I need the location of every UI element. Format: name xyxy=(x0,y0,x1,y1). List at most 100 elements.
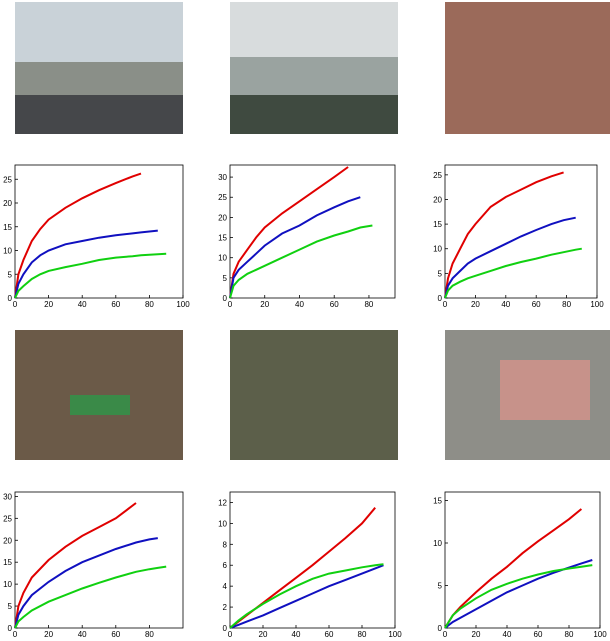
y-tick-label: 5 xyxy=(438,582,443,591)
photo-road xyxy=(15,95,183,134)
axes-frame xyxy=(229,164,396,299)
y-tick-label: 30 xyxy=(218,173,227,182)
y-tick-label: 10 xyxy=(433,245,442,254)
x-tick-label: 80 xyxy=(145,300,154,309)
series-line xyxy=(14,502,137,629)
series-line xyxy=(444,171,564,299)
series-line xyxy=(14,565,167,629)
y-tick-label: 5 xyxy=(223,274,228,283)
x-tick-label: 20 xyxy=(259,630,268,639)
x-tick-label: 0 xyxy=(443,630,448,639)
x-tick-label: 20 xyxy=(260,300,269,309)
x-tick-label: 20 xyxy=(471,300,480,309)
series-line xyxy=(444,564,593,629)
series-line xyxy=(14,537,158,629)
x-tick-label: 60 xyxy=(534,630,543,639)
y-tick-label: 15 xyxy=(3,223,12,232)
series-line xyxy=(14,252,167,299)
x-tick-label: 60 xyxy=(111,300,120,309)
y-tick-label: 25 xyxy=(3,175,12,184)
x-tick-label: 100 xyxy=(593,630,607,639)
y-tick-label: 0 xyxy=(8,624,13,633)
y-tick-label: 20 xyxy=(433,195,442,204)
series-line xyxy=(14,229,158,299)
series-line xyxy=(444,247,582,299)
series-line xyxy=(229,564,384,629)
x-tick-label: 0 xyxy=(228,630,233,639)
x-tick-label: 80 xyxy=(565,630,574,639)
series-line xyxy=(444,216,576,299)
x-tick-label: 80 xyxy=(364,300,373,309)
y-tick-label: 20 xyxy=(3,199,12,208)
y-tick-label: 2 xyxy=(223,603,228,612)
x-tick-label: 40 xyxy=(295,300,304,309)
series-line xyxy=(444,559,593,629)
y-tick-label: 0 xyxy=(223,624,228,633)
series-line xyxy=(229,196,361,299)
x-tick-label: 40 xyxy=(501,300,510,309)
y-tick-label: 20 xyxy=(218,213,227,222)
series-line xyxy=(229,563,384,629)
x-tick-label: 20 xyxy=(44,630,53,639)
x-tick-label: 0 xyxy=(13,300,18,309)
x-tick-label: 40 xyxy=(503,630,512,639)
x-tick-label: 60 xyxy=(325,630,334,639)
y-tick-label: 25 xyxy=(218,193,227,202)
y-tick-label: 5 xyxy=(438,269,443,278)
x-tick-label: 100 xyxy=(388,630,402,639)
y-tick-label: 15 xyxy=(433,220,442,229)
y-tick-label: 0 xyxy=(223,294,228,303)
y-tick-label: 25 xyxy=(433,171,442,180)
x-tick-label: 100 xyxy=(590,300,604,309)
photo-sky xyxy=(230,2,398,57)
y-tick-label: 10 xyxy=(218,519,227,528)
x-tick-label: 60 xyxy=(111,630,120,639)
x-tick-label: 40 xyxy=(292,630,301,639)
x-tick-label: 0 xyxy=(228,300,233,309)
axes-frame xyxy=(14,491,184,629)
y-tick-label: 12 xyxy=(218,498,227,507)
axes-frame xyxy=(14,164,184,299)
y-tick-label: 0 xyxy=(438,624,443,633)
x-tick-label: 80 xyxy=(145,630,154,639)
y-tick-label: 10 xyxy=(433,539,442,548)
x-tick-label: 0 xyxy=(443,300,448,309)
y-tick-label: 15 xyxy=(433,497,442,506)
y-tick-label: 10 xyxy=(3,247,12,256)
x-tick-label: 20 xyxy=(472,630,481,639)
y-tick-label: 4 xyxy=(223,582,228,591)
y-tick-label: 0 xyxy=(8,294,13,303)
x-tick-label: 100 xyxy=(176,300,190,309)
photo-house xyxy=(500,360,590,420)
photo-table xyxy=(70,395,130,415)
y-tick-label: 20 xyxy=(3,536,12,545)
y-tick-label: 5 xyxy=(8,270,13,279)
axes-frame xyxy=(444,491,601,629)
photos xyxy=(15,2,610,460)
x-tick-label: 0 xyxy=(13,630,18,639)
series-line xyxy=(14,172,142,299)
photo-sky xyxy=(15,2,183,62)
axes-frame xyxy=(229,491,396,629)
y-tick-label: 30 xyxy=(3,492,12,501)
y-tick-label: 8 xyxy=(223,540,228,549)
x-tick-label: 80 xyxy=(562,300,571,309)
y-tick-label: 6 xyxy=(223,561,228,570)
x-tick-label: 60 xyxy=(532,300,541,309)
photo-boats xyxy=(230,95,398,134)
y-tick-label: 15 xyxy=(218,234,227,243)
x-tick-label: 80 xyxy=(358,630,367,639)
x-tick-label: 40 xyxy=(78,630,87,639)
x-tick-label: 60 xyxy=(330,300,339,309)
photo xyxy=(445,2,610,134)
series-line xyxy=(444,508,583,629)
series-line xyxy=(229,224,373,299)
series-line xyxy=(229,166,349,299)
y-tick-label: 0 xyxy=(438,294,443,303)
axes-frame xyxy=(444,164,598,299)
photo xyxy=(230,330,398,460)
x-tick-label: 40 xyxy=(78,300,87,309)
y-tick-label: 10 xyxy=(218,254,227,263)
y-tick-label: 15 xyxy=(3,558,12,567)
x-tick-label: 20 xyxy=(44,300,53,309)
